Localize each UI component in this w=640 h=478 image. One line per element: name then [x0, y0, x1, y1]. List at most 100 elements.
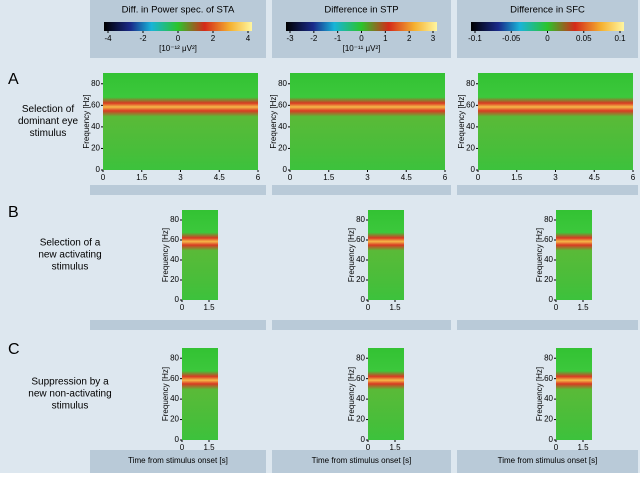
y-tick-label: 40 [170, 394, 179, 403]
spectrogram [368, 210, 404, 300]
x-tick-label: 1.5 [323, 173, 335, 182]
y-tick-label: 20 [278, 144, 287, 153]
y-axis-label: Frequency [Hz] [347, 367, 356, 421]
spectrogram [368, 348, 404, 440]
colorbar-tick-label: 0.1 [614, 34, 626, 43]
colorbar-tick-label: 1 [383, 34, 388, 43]
y-tick-label: 40 [278, 122, 287, 131]
x-tick-label: 1.5 [389, 303, 401, 312]
y-tick-label: 40 [91, 122, 100, 131]
x-tick-label: 1.5 [511, 173, 523, 182]
x-tick-label: 1.5 [389, 443, 401, 452]
y-tick-label: 40 [544, 394, 553, 403]
y-tick-label: 80 [466, 79, 475, 88]
colorbar-tick-label: 0 [176, 34, 181, 43]
x-tick-label: 1.5 [203, 443, 215, 452]
y-tick-label: 80 [170, 353, 179, 362]
colorbar-tick-label: 4 [246, 34, 251, 43]
colorbar-tick-label: -2 [139, 34, 147, 43]
y-tick-label: 80 [91, 79, 100, 88]
x-tick-label: 1.5 [577, 303, 589, 312]
column-strip [90, 320, 266, 330]
x-tick-label: 0 [554, 303, 559, 312]
colorbar-tick-label: 2 [211, 34, 216, 43]
y-axis-label: Frequency [Hz] [535, 367, 544, 421]
x-tick-label: 0 [366, 303, 371, 312]
y-tick-label: 40 [356, 394, 365, 403]
footer-box [90, 450, 266, 473]
x-tick-label: 0 [554, 443, 559, 452]
x-tick-label: 6 [443, 173, 448, 182]
column-title: Difference in STP [324, 5, 398, 16]
colorbar-tick-label: -0.05 [502, 34, 521, 43]
y-axis-label: Frequency [Hz] [269, 94, 278, 148]
y-tick-label: 60 [466, 100, 475, 109]
x-tick-label: 3 [553, 173, 558, 182]
y-tick-label: 0 [361, 435, 366, 444]
x-tick-label: 3 [365, 173, 370, 182]
x-tick-label: 4.5 [214, 173, 226, 182]
colorbar-tick-label: -3 [286, 34, 294, 43]
colorbar-tick-label: 2 [407, 34, 412, 43]
colorbar [104, 22, 252, 31]
y-tick-label: 80 [278, 79, 287, 88]
x-axis-label: Time from stimulus onset [s] [128, 456, 228, 465]
y-tick-label: 40 [170, 255, 179, 264]
colorbar-tick-label: 0 [359, 34, 364, 43]
colorbar [286, 22, 437, 31]
y-tick-label: 20 [170, 275, 179, 284]
y-tick-label: 0 [283, 165, 288, 174]
spectrogram [556, 348, 592, 440]
x-tick-label: 4.5 [401, 173, 413, 182]
spectrogram [182, 348, 218, 440]
y-tick-label: 20 [170, 415, 179, 424]
column-strip [272, 320, 451, 330]
y-tick-label: 60 [544, 374, 553, 383]
colorbar-tick-label: 3 [431, 34, 436, 43]
y-tick-label: 0 [361, 295, 366, 304]
row-band [0, 195, 640, 330]
x-tick-label: 0 [366, 443, 371, 452]
spectrogram [556, 210, 592, 300]
colorbar-tick-label: -1 [334, 34, 342, 43]
column-strip [457, 320, 638, 330]
y-tick-label: 60 [278, 100, 287, 109]
x-axis-label: Time from stimulus onset [s] [312, 456, 412, 465]
y-axis-label: Frequency [Hz] [457, 94, 466, 148]
y-tick-label: 0 [175, 435, 180, 444]
x-axis-label: Time from stimulus onset [s] [498, 456, 598, 465]
row-band [0, 335, 640, 448]
y-tick-label: 80 [170, 215, 179, 224]
colorbar-tick-label: 0.05 [576, 34, 592, 43]
column-title: Diff. in Power spec. of STA [122, 5, 235, 16]
y-tick-label: 80 [356, 215, 365, 224]
x-tick-label: 0 [101, 173, 106, 182]
y-tick-label: 80 [544, 215, 553, 224]
row-label: Suppression by a [31, 377, 109, 388]
y-axis-label: Frequency [Hz] [161, 228, 170, 282]
spectrogram [290, 73, 445, 170]
x-tick-label: 6 [631, 173, 636, 182]
y-tick-label: 0 [96, 165, 101, 174]
x-tick-label: 1.5 [203, 303, 215, 312]
row-label: new non-activating [28, 389, 111, 400]
y-axis-label: Frequency [Hz] [347, 228, 356, 282]
x-tick-label: 1.5 [577, 443, 589, 452]
x-tick-label: 4.5 [589, 173, 601, 182]
y-tick-label: 20 [466, 144, 475, 153]
y-tick-label: 0 [175, 295, 180, 304]
y-tick-label: 80 [544, 353, 553, 362]
colorbar [471, 22, 624, 31]
colorbar-tick-label: -2 [310, 34, 318, 43]
y-tick-label: 0 [471, 165, 476, 174]
row-label: stimulus [52, 401, 89, 412]
x-tick-label: 0 [476, 173, 481, 182]
row-letter: A [8, 71, 19, 88]
row-label: Selection of [22, 104, 74, 115]
y-axis-label: Frequency [Hz] [161, 367, 170, 421]
y-tick-label: 0 [549, 435, 554, 444]
column-strip [457, 185, 638, 195]
row-letter: B [8, 204, 19, 221]
row-label: stimulus [52, 262, 89, 273]
